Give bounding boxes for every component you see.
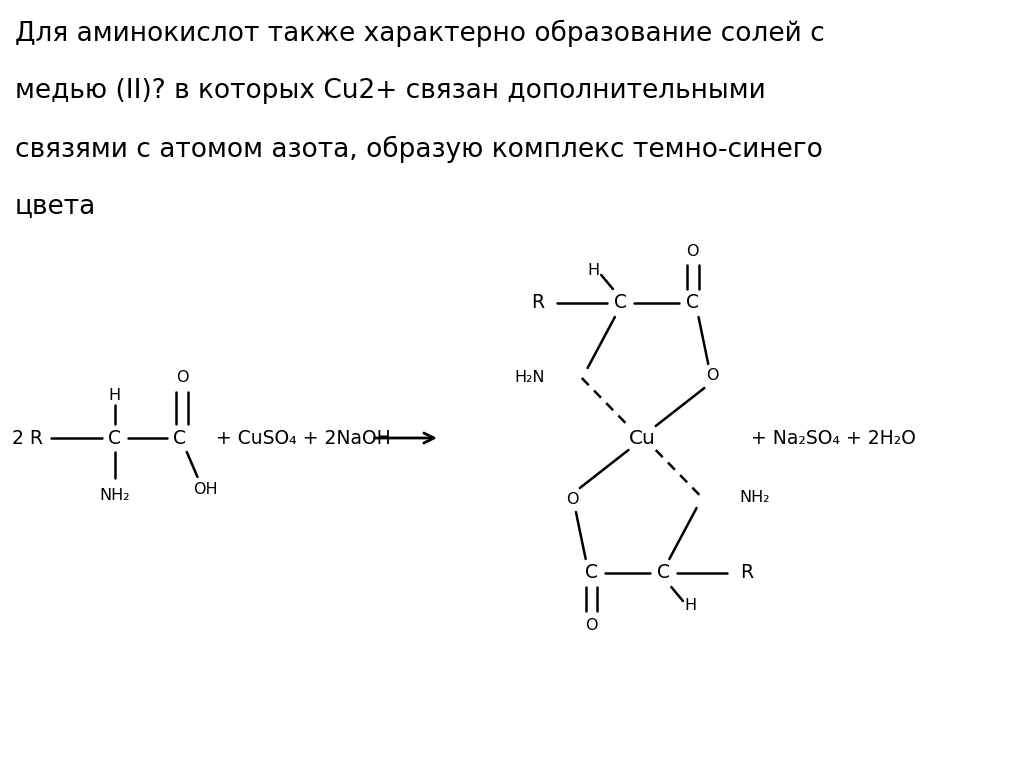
Text: + CuSO₄ + 2NaOH: + CuSO₄ + 2NaOH xyxy=(216,429,391,448)
Text: O: O xyxy=(586,617,598,633)
Text: R: R xyxy=(739,564,753,582)
Text: C: C xyxy=(686,293,699,313)
Text: O: O xyxy=(566,492,579,508)
Text: O: O xyxy=(686,243,699,259)
Text: C: C xyxy=(657,564,670,582)
Text: OH: OH xyxy=(193,482,217,498)
Text: H: H xyxy=(685,598,696,613)
Text: + Na₂SO₄ + 2H₂O: + Na₂SO₄ + 2H₂O xyxy=(751,429,915,448)
Text: Для аминокислот также характерно образование солей с: Для аминокислот также характерно образов… xyxy=(14,19,824,47)
Text: C: C xyxy=(614,293,627,313)
Text: O: O xyxy=(176,370,188,386)
Text: H₂N: H₂N xyxy=(514,370,545,386)
Text: Cu: Cu xyxy=(629,429,655,448)
Text: NH₂: NH₂ xyxy=(99,488,130,504)
Text: медью (II)? в которых Cu2+ связан дополнительными: медью (II)? в которых Cu2+ связан дополн… xyxy=(14,78,765,104)
Text: цвета: цвета xyxy=(14,194,96,220)
Text: связями с атомом азота, образую комплекс темно-синего: связями с атомом азота, образую комплекс… xyxy=(14,135,822,163)
Text: NH₂: NH₂ xyxy=(739,491,770,505)
Text: R: R xyxy=(531,293,545,313)
Text: C: C xyxy=(173,429,186,448)
Text: O: O xyxy=(706,369,719,383)
Text: H: H xyxy=(588,263,599,279)
Text: C: C xyxy=(109,429,121,448)
Text: 2 R: 2 R xyxy=(11,429,43,448)
Text: C: C xyxy=(585,564,598,582)
Text: H: H xyxy=(109,389,121,403)
